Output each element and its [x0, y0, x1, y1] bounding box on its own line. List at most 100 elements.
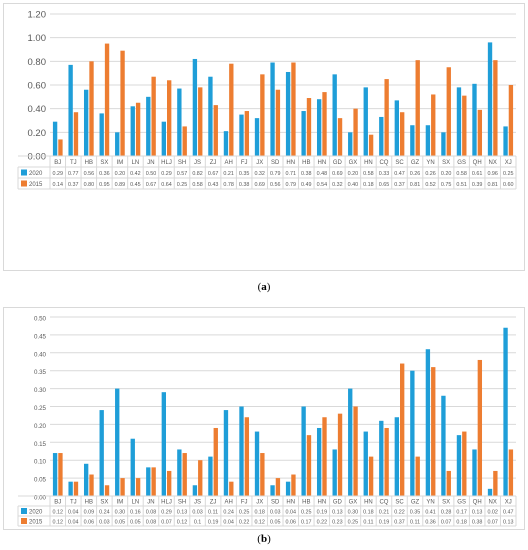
value-label-2015: 0.52	[425, 182, 436, 188]
value-label-2015: 0.12	[177, 519, 188, 525]
bar-2015-fj	[244, 111, 250, 156]
value-label-2015: 0.17	[301, 519, 312, 525]
value-label-2020: 0.77	[68, 171, 79, 177]
value-label-2015: 0.65	[379, 182, 390, 188]
y-tick-label: 0.30	[34, 387, 47, 394]
bar-2015-hb	[89, 61, 94, 157]
category-label: HLJ	[161, 500, 172, 506]
value-label-2020: 0.08	[146, 509, 157, 515]
value-label-2020: 0.13	[332, 509, 343, 515]
value-label-2020: 0.48	[317, 171, 328, 177]
bar-2015-tj	[73, 112, 79, 156]
value-label-2020: 0.71	[286, 171, 297, 177]
category-label: LN	[132, 160, 140, 166]
category-label: HN	[364, 160, 373, 166]
bar-2020-qh	[472, 449, 477, 496]
bar-2015-sx	[446, 67, 451, 156]
legend-swatch-2015	[21, 518, 27, 524]
bar-2020-hn	[363, 87, 368, 156]
y-tick-label: 0.20	[34, 423, 47, 430]
bar-2015-cq	[384, 79, 389, 156]
value-label-2020: 0.04	[68, 509, 79, 515]
value-label-2020: 0.25	[239, 509, 250, 515]
bar-2020-hb	[301, 111, 306, 156]
category-label: SD	[271, 500, 280, 506]
legend-label-2020: 2020	[29, 171, 43, 177]
value-label-2020: 0.19	[317, 509, 328, 515]
category-label: HN	[317, 160, 326, 166]
chart-panel-b: 0.00 0.05 0.10 0.15 0.20 0.25 0.30 0.35 0.40 0.45…	[0, 300, 528, 550]
value-label-2020: 0.30	[115, 509, 126, 515]
legend-swatch-2020	[21, 169, 27, 176]
category-label: BJ	[54, 160, 61, 166]
value-label-2015: 0.51	[456, 182, 467, 188]
y-tick-label: 0.40	[34, 351, 47, 358]
value-label-2020: 0.57	[177, 171, 188, 177]
bar-2015-yn	[431, 367, 436, 496]
category-label: AH	[224, 500, 232, 506]
bar-2020-hlj	[161, 121, 166, 156]
bar-2015-xj	[508, 449, 514, 496]
category-label: HB	[302, 500, 310, 506]
value-label-2020: 0.13	[177, 509, 188, 515]
value-label-2015: 0.37	[68, 182, 79, 188]
y-tick-label: 0.80	[28, 57, 47, 68]
bar-2020-sd	[270, 485, 275, 496]
bar-2015-sh	[182, 453, 187, 496]
bar-2015-gs	[462, 431, 467, 496]
bar-2015-zj	[213, 427, 218, 496]
value-label-2015: 0.25	[348, 519, 359, 525]
chart-panel-a: 0.00 0.20 0.40 0.60 0.80 1.00 1.20 BJ TJ HB SX IM LN…	[3, 3, 525, 293]
bar-2020-gz	[410, 370, 415, 496]
bar-2015-jn	[151, 76, 156, 156]
value-label-2015: 0.78	[223, 182, 234, 188]
category-label: SH	[178, 160, 186, 166]
bar-2015-sd	[275, 478, 281, 496]
bar-2015-sx	[104, 43, 110, 157]
value-label-2020: 0.41	[425, 509, 436, 515]
value-label-2015: 0.60	[503, 182, 514, 188]
value-label-2015: 0.95	[99, 182, 110, 188]
bar-2020-ln	[130, 438, 135, 496]
value-label-2015: 0.11	[410, 519, 420, 525]
y-tick-label: 0.45	[34, 333, 47, 340]
bar-2015-js	[198, 87, 203, 156]
bar-2020-gz	[410, 125, 415, 156]
category-label: GS	[457, 500, 466, 506]
value-label-2015: 0.07	[161, 519, 172, 525]
value-label-2020: 0.56	[84, 171, 95, 177]
category-label: CQ	[379, 500, 388, 506]
value-label-2015: 0.69	[254, 182, 265, 188]
bar-2020-gs	[456, 435, 462, 496]
value-label-2020: 0.18	[254, 509, 265, 515]
bar-2020-ln	[130, 106, 135, 156]
value-label-2015: 0.19	[208, 519, 219, 525]
value-label-2020: 0.24	[99, 509, 110, 515]
category-label: JX	[256, 160, 263, 166]
y-tick-label: 0.35	[34, 369, 47, 376]
value-label-2020: 0.35	[410, 509, 421, 515]
bar-chart-b: 0.00 0.05 0.10 0.15 0.20 0.25 0.30 0.35 0.40 0.45…	[17, 316, 517, 527]
bar-2020-xj	[503, 126, 508, 156]
value-label-2015: 0.22	[239, 519, 250, 525]
value-label-2015: 0.12	[254, 519, 265, 525]
value-label-2015: 0.80	[84, 182, 95, 188]
bar-2015-sc	[400, 112, 405, 156]
category-label: XJ	[505, 160, 512, 166]
value-label-2020: 0.12	[53, 509, 64, 515]
category-label: YN	[426, 160, 434, 166]
bar-2020-qh	[472, 83, 477, 156]
legend-swatch-2020	[21, 508, 27, 514]
bar-2015-cq	[384, 427, 389, 496]
value-label-2020: 0.29	[53, 171, 64, 177]
category-label: SX	[100, 160, 108, 166]
bar-2015-jn	[151, 467, 156, 496]
bar-2020-gd	[332, 74, 337, 156]
legend-label-2015: 2015	[29, 520, 43, 526]
value-label-2015: 0.04	[68, 519, 79, 525]
bar-2015-gd	[337, 413, 343, 496]
value-label-2015: 0.32	[332, 182, 343, 188]
value-label-2015: 0.40	[348, 182, 359, 188]
value-label-2015: 0.18	[363, 182, 374, 188]
category-label: SD	[271, 160, 280, 166]
